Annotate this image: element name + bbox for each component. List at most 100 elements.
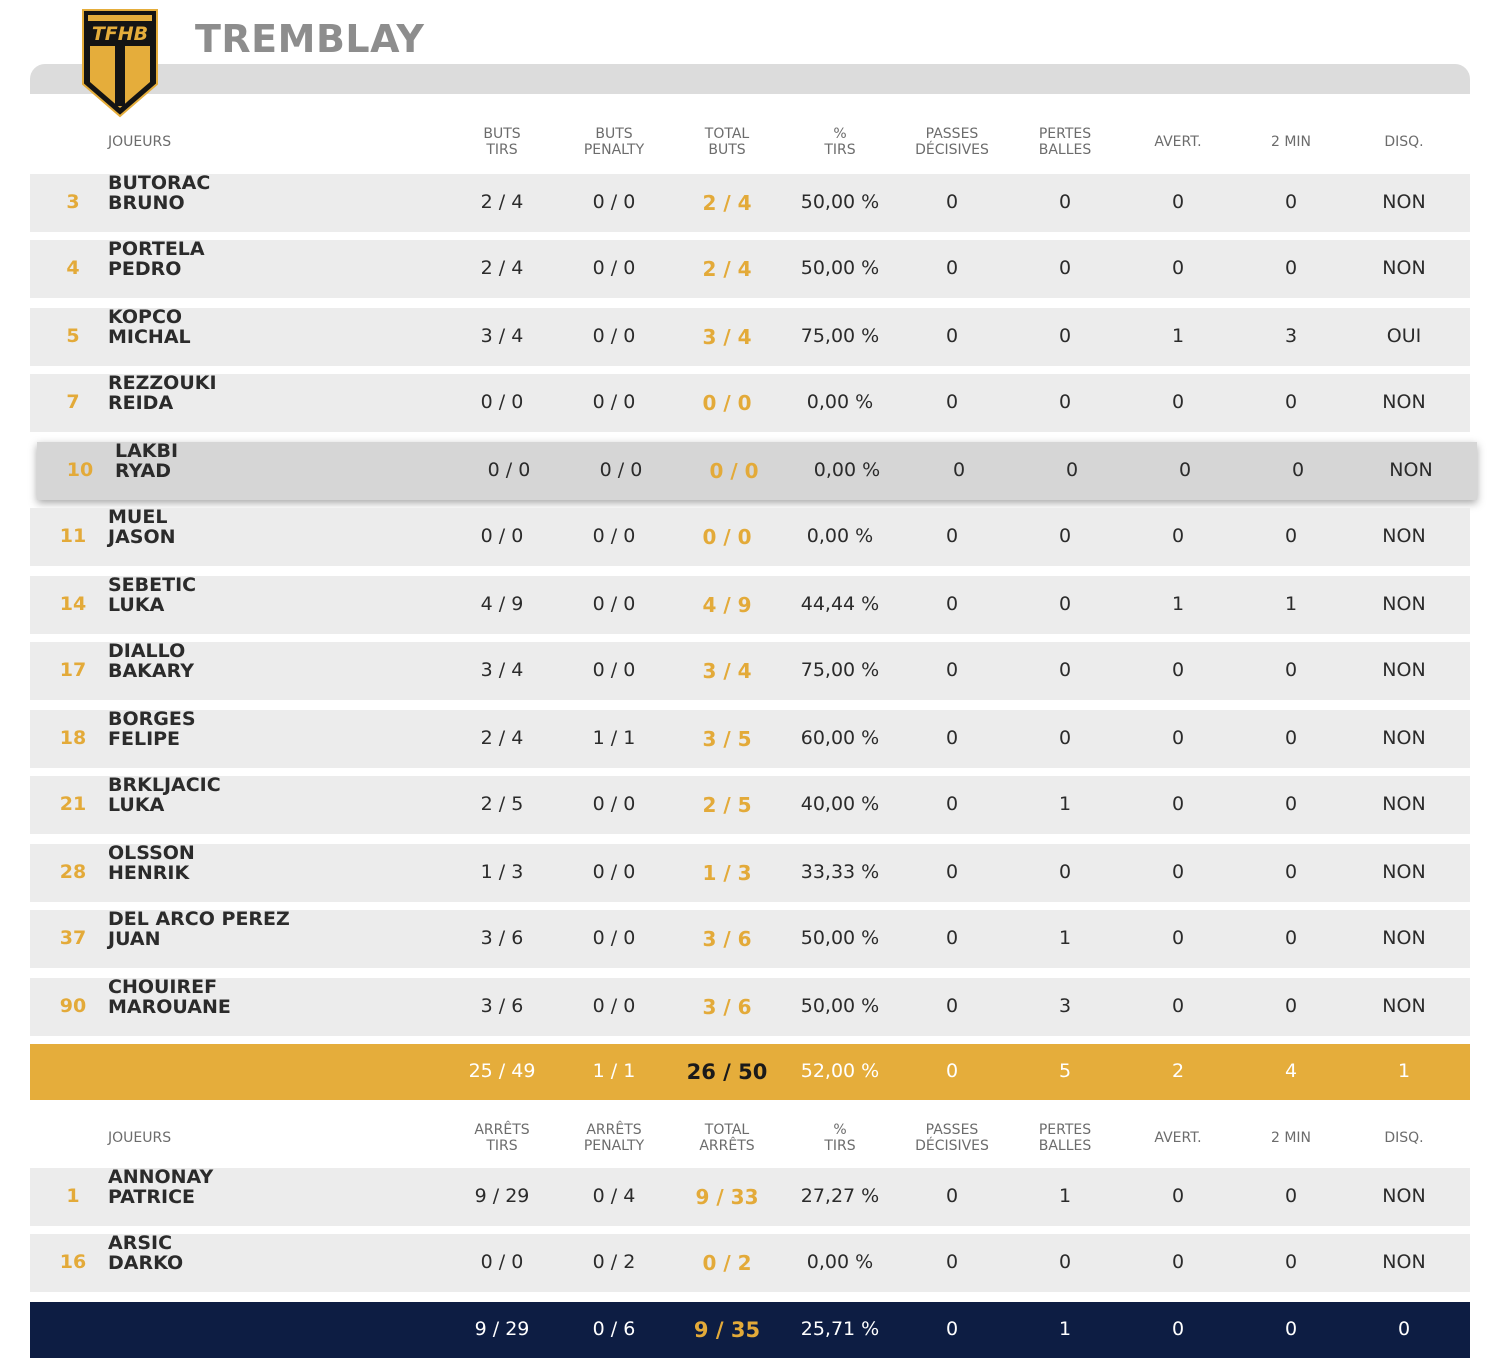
stat-disq: NON — [1382, 191, 1426, 214]
team-header-band — [30, 64, 1470, 94]
player-first-name: PEDRO — [108, 257, 182, 280]
header-line: BALLES — [1038, 1138, 1092, 1154]
header-line: TOTAL — [704, 125, 750, 142]
player-row[interactable]: 21 BRKLJACIC LUKA 2 / 5 0 / 0 2 / 5 40,00 % 0 1 0… — [30, 774, 1470, 834]
goalkeeper-row[interactable]: 16 ARSIC DARKO 0 / 0 0 / 2 0 / 2 0,00 % 0 0 0 0 NON — [30, 1233, 1470, 1292]
stat-total: 3 / 6 — [702, 926, 752, 951]
stat-warnings: 1 — [1171, 325, 1185, 348]
header-line: DÉCISIVES — [915, 1138, 989, 1154]
header-line: TIRS — [824, 1138, 856, 1154]
stat-penalty: 0 / 2 — [592, 1251, 636, 1274]
player-name: DEL ARCO PEREZ JUAN — [108, 909, 428, 968]
stat-percent: 60,00 % — [800, 727, 880, 750]
stat-disq: NON — [1382, 861, 1426, 884]
stat-disq: NON — [1382, 525, 1426, 548]
player-number: 1 — [66, 1185, 80, 1208]
stat-percent: 75,00 % — [800, 659, 880, 682]
header-line: DÉCISIVES — [915, 142, 989, 158]
total-turnovers: 1 — [1058, 1318, 1072, 1341]
header-assists: PASSES DÉCISIVES — [896, 1112, 1008, 1164]
player-number: 16 — [59, 1251, 87, 1274]
stat-turnovers: 0 — [1058, 861, 1072, 884]
stat-shots: 2 / 4 — [480, 727, 524, 750]
player-row[interactable]: 90 CHOUIREF MAROUANE 3 / 6 0 / 0 3 / 6 50,00 %… — [30, 977, 1470, 1036]
player-name: REZZOUKI REIDA — [108, 373, 428, 432]
stat-penalty: 0 / 0 — [592, 593, 636, 616]
player-row[interactable]: 28 OLSSON HENRIK 1 / 3 0 / 0 1 / 3 33,33 % 0 0 0 0… — [30, 843, 1470, 902]
player-first-name: LUKA — [108, 793, 165, 816]
stat-total: 0 / 0 — [702, 524, 752, 549]
total-shots: 9 / 29 — [474, 1318, 530, 1341]
stat-shots: 0 / 0 — [480, 525, 524, 548]
player-first-name: BAKARY — [108, 659, 194, 682]
stat-turnovers: 0 — [1058, 191, 1072, 214]
total-shots: 25 / 49 — [468, 1060, 536, 1083]
stat-shots: 4 / 9 — [480, 593, 524, 616]
total-percent: 25,71 % — [800, 1318, 880, 1341]
stat-assists: 0 — [945, 593, 959, 616]
stat-penalty: 0 / 0 — [592, 257, 636, 280]
stat-penalty: 0 / 4 — [592, 1185, 636, 1208]
header-disq: DISQ. — [1348, 1112, 1460, 1164]
player-row[interactable]: 11 MUEL JASON 0 / 0 0 / 0 0 / 0 0,00 % 0 0 0 0 NON — [30, 506, 1470, 566]
stat-total: 3 / 5 — [702, 726, 752, 751]
stat-shots: 2 / 4 — [480, 257, 524, 280]
stat-assists: 0 — [945, 995, 959, 1018]
stat-shots: 0 / 0 — [480, 391, 524, 414]
stat-two-min: 0 — [1284, 995, 1298, 1018]
player-number: 18 — [59, 727, 87, 750]
player-row[interactable]: 18 BORGES FELIPE 2 / 4 1 / 1 3 / 5 60,00 % 0 0 0 0… — [30, 709, 1470, 768]
header-line: TOTAL — [704, 1121, 750, 1138]
player-row[interactable]: 7 REZZOUKI REIDA 0 / 0 0 / 0 0 / 0 0,00 % 0 0 0 0 N… — [30, 373, 1470, 432]
stat-penalty: 0 / 0 — [592, 325, 636, 348]
stat-total: 0 / 0 — [709, 458, 759, 483]
total-two-min: 4 — [1284, 1060, 1298, 1083]
stat-disq: OUI — [1386, 325, 1422, 348]
stat-warnings: 0 — [1171, 727, 1185, 750]
player-last-name: MUEL — [108, 506, 168, 528]
player-row[interactable]: 4 PORTELA PEDRO 2 / 4 0 / 0 2 / 4 50,00 % 0 0 0 0 N… — [30, 239, 1470, 298]
stat-percent: 50,00 % — [800, 927, 880, 950]
stat-warnings: 0 — [1178, 459, 1192, 482]
stat-disq: NON — [1382, 593, 1426, 616]
player-row[interactable]: 5 KOPCO MICHAL 3 / 4 0 / 0 3 / 4 75,00 % 0 0 1 3 OU… — [30, 306, 1470, 366]
player-last-name: BRKLJACIC — [108, 774, 221, 796]
stat-turnovers: 0 — [1058, 659, 1072, 682]
stat-assists: 0 — [945, 525, 959, 548]
player-name: BRKLJACIC LUKA — [108, 774, 428, 834]
stat-two-min: 1 — [1284, 593, 1298, 616]
stat-penalty: 0 / 0 — [599, 459, 643, 482]
stat-turnovers: 3 — [1058, 995, 1072, 1018]
stat-percent: 40,00 % — [800, 793, 880, 816]
header-line: % — [833, 125, 847, 142]
player-row[interactable]: 17 DIALLO BAKARY 3 / 4 0 / 0 3 / 4 75,00 % 0 0 0 0… — [30, 641, 1470, 700]
stat-percent: 50,00 % — [800, 995, 880, 1018]
stat-two-min: 0 — [1284, 1251, 1298, 1274]
player-row[interactable]: 3 BUTORAC BRUNO 2 / 4 0 / 0 2 / 4 50,00 % 0 0 0 0 N… — [30, 172, 1470, 232]
stat-warnings: 0 — [1171, 659, 1185, 682]
stat-turnovers: 1 — [1058, 1185, 1072, 1208]
player-last-name: BUTORAC — [108, 172, 211, 194]
player-row[interactable]: 14 SEBETIC LUKA 4 / 9 0 / 0 4 / 9 44,44 % 0 0 1 1 N… — [30, 575, 1470, 634]
header-line: PASSES — [925, 125, 979, 142]
header-line: AVERT. — [1154, 133, 1202, 150]
header-joueurs: JOUEURS — [108, 133, 172, 150]
player-name: DIALLO BAKARY — [108, 641, 428, 700]
player-number: 4 — [66, 257, 80, 280]
player-number: 90 — [59, 995, 87, 1018]
stat-assists: 0 — [945, 257, 959, 280]
player-number: 3 — [66, 191, 80, 214]
player-row[interactable]: 10 LAKBI RYAD 0 / 0 0 / 0 0 / 0 0,00 % 0 0 0 0 NON — [37, 441, 1477, 500]
header-disq: DISQ. — [1348, 116, 1460, 168]
player-first-name: DARKO — [108, 1251, 184, 1274]
goalkeeper-row[interactable]: 1 ANNONAY PATRICE 9 / 29 0 / 4 9 / 33 27,27 % 0… — [30, 1167, 1470, 1226]
stat-two-min: 0 — [1284, 191, 1298, 214]
stat-shots: 1 / 3 — [480, 861, 524, 884]
total-assists: 0 — [945, 1318, 959, 1341]
player-number: 28 — [59, 861, 87, 884]
player-row[interactable]: 37 DEL ARCO PEREZ JUAN 3 / 6 0 / 0 3 / 6 50,00… — [30, 909, 1470, 968]
player-last-name: KOPCO — [108, 306, 183, 328]
total-assists: 0 — [945, 1060, 959, 1083]
header-warnings: AVERT. — [1122, 116, 1234, 168]
player-first-name: LUKA — [108, 593, 165, 616]
